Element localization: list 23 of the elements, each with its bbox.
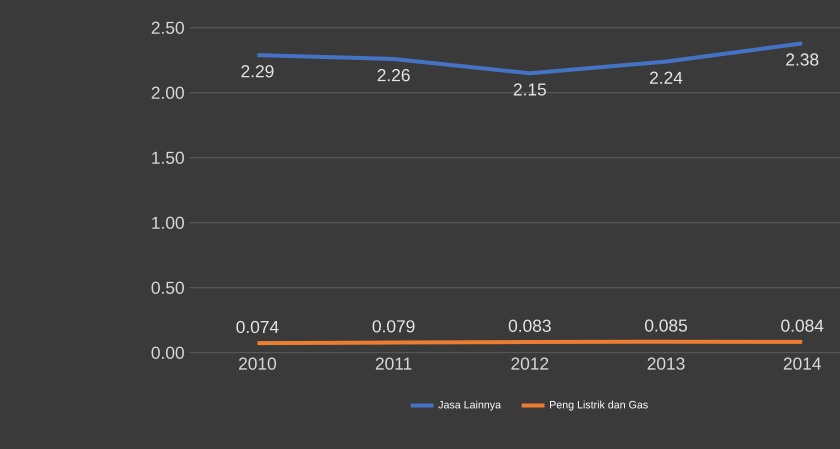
legend-label: Jasa Lainnya (438, 400, 502, 411)
data-label: 2.26 (378, 69, 410, 82)
y-tick-label: 1.00 (152, 216, 184, 229)
x-tick-label: 2012 (511, 357, 548, 370)
data-label: 2.38 (786, 53, 818, 66)
data-label: 2.15 (514, 83, 546, 96)
x-tick-label: 2010 (239, 357, 276, 370)
data-label: 0.084 (781, 320, 824, 332)
y-tick-label: 0.50 (152, 282, 184, 294)
data-label: 2.29 (241, 65, 274, 78)
data-label: 0.083 (508, 320, 551, 332)
y-tick-label: 2.00 (152, 86, 184, 99)
x-tick-label: 2011 (376, 357, 412, 370)
data-label: 2.24 (650, 72, 682, 84)
x-tick-label: 2013 (648, 357, 685, 370)
y-tick-label: 2.50 (152, 22, 184, 34)
data-label: 0.074 (236, 320, 279, 334)
data-label: 0.085 (645, 319, 687, 332)
y-tick-label: 0.00 (152, 346, 184, 359)
data-label: 0.079 (372, 320, 414, 332)
y-tick-label: 1.50 (152, 152, 184, 164)
legend-label: Peng Listrik dan Gas (550, 400, 648, 411)
x-tick-label: 2014 (784, 357, 821, 370)
